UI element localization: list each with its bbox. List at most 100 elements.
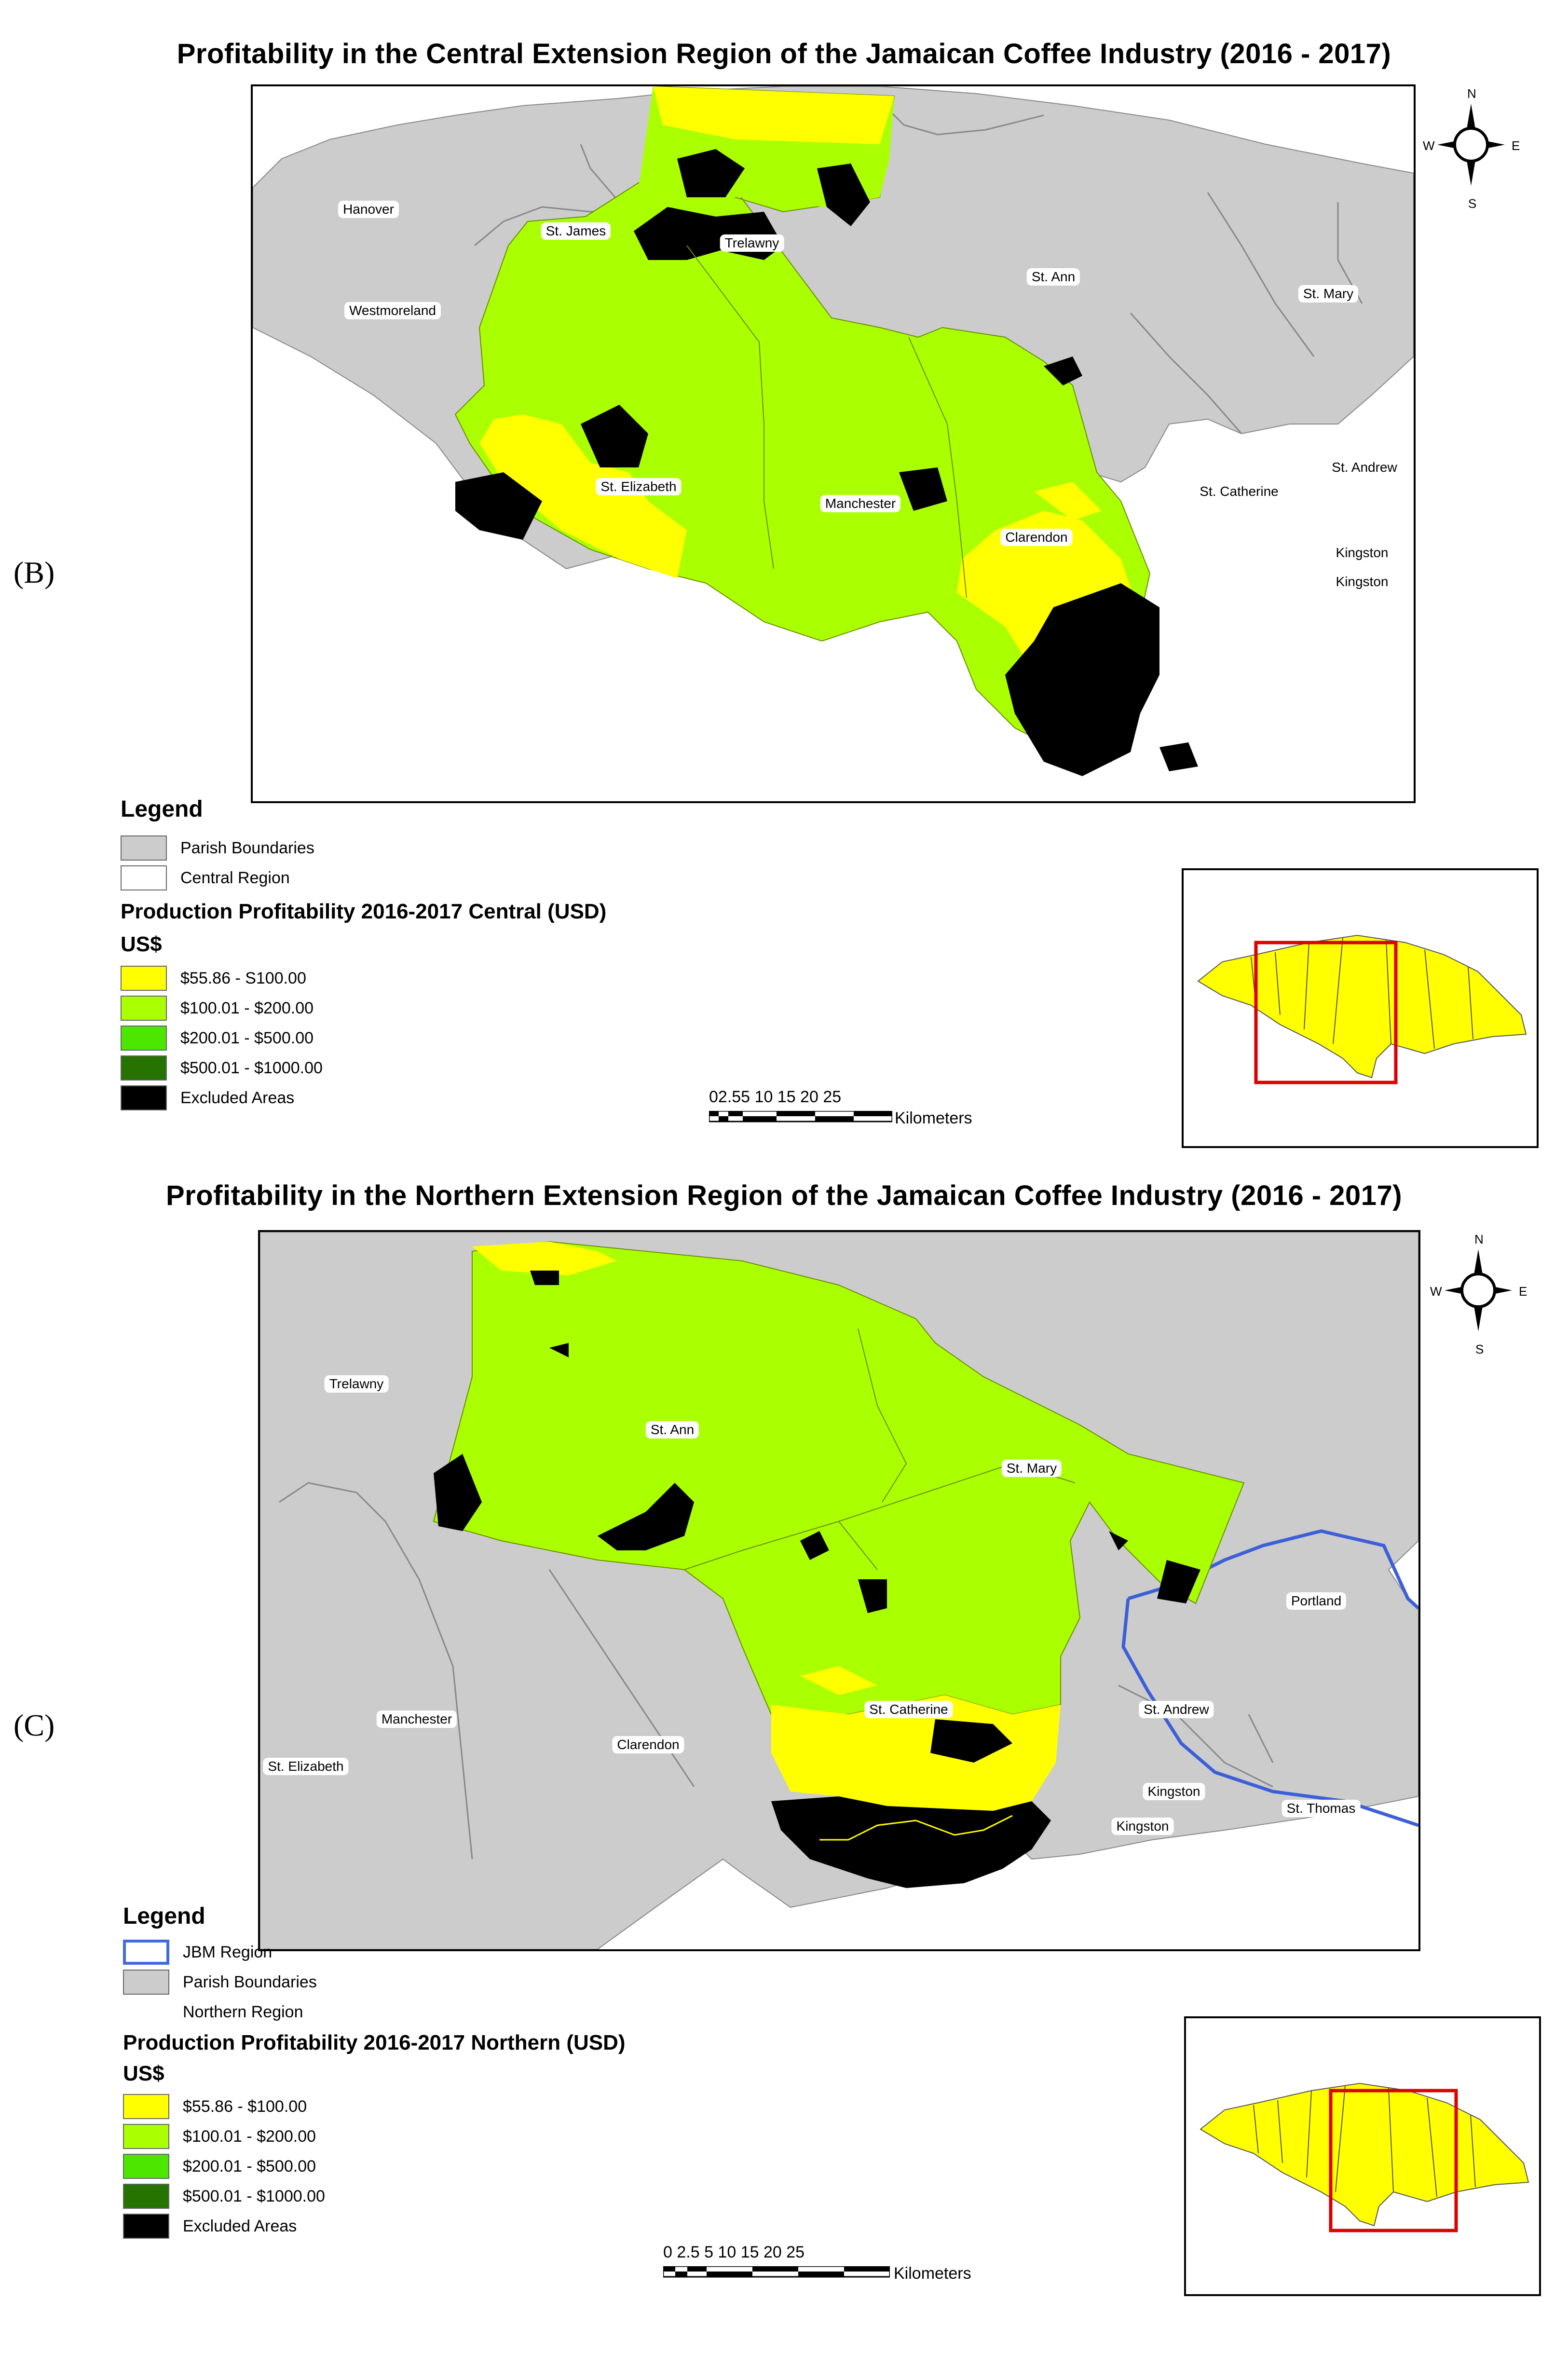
- legend-label: $55.86 - S100.00: [180, 969, 306, 987]
- central-parish-lines: [686, 245, 967, 598]
- legend-item-parish-boundaries: Parish Boundaries: [121, 833, 748, 863]
- swatch-parish: [123, 1970, 169, 1995]
- label-clarendon: Clarendon: [1000, 529, 1073, 546]
- legend-item-parish-boundaries: Parish Boundaries: [123, 1967, 750, 1997]
- legend-section-title: Production Profitability 2016-2017 North…: [123, 2031, 626, 2054]
- legend-label: $100.01 - $200.00: [180, 999, 314, 1017]
- swatch-lime: [123, 2124, 169, 2149]
- panel-b-inset-map: [1182, 868, 1539, 1148]
- panel-b-compass: N S W E: [1423, 86, 1520, 211]
- panel-b-map[interactable]: Hanover St. James Trelawny St. Ann St. M…: [251, 84, 1416, 803]
- swatch-green: [121, 1026, 167, 1051]
- label-st-ann: St. Ann: [1026, 268, 1080, 286]
- inset-jamaica-svg: [1197, 934, 1527, 1084]
- excluded-areas: [455, 149, 1198, 776]
- label-trelawny: Trelawny: [720, 234, 784, 252]
- swatch-parish: [121, 835, 167, 861]
- label-kingston-1: Kingston: [1331, 544, 1393, 561]
- legend-class-4: $500.01 - $1000.00: [121, 1053, 748, 1083]
- label-st-thomas: St. Thomas: [1282, 1800, 1361, 1817]
- label-st-elizabeth: St. Elizabeth: [263, 1758, 349, 1775]
- compass-w: W: [1430, 1284, 1442, 1299]
- label-manchester: Manchester: [376, 1711, 457, 1728]
- legend-label: Northern Region: [183, 2002, 303, 2021]
- legend-title: Legend: [123, 1903, 205, 1929]
- legend-class-1: $55.86 - $100.00: [123, 2092, 750, 2121]
- legend-label: $100.01 - $200.00: [183, 2127, 316, 2146]
- label-st-catherine: St. Catherine: [864, 1701, 953, 1718]
- compass-n: N: [1474, 1232, 1484, 1246]
- legend-label: $200.01 - $500.00: [183, 2157, 316, 2176]
- scalebar-bar: [663, 2266, 890, 2278]
- swatch-yellow: [123, 2094, 169, 2119]
- label-st-james: St. James: [541, 222, 611, 240]
- label-st-mary: St. Mary: [1001, 1460, 1062, 1477]
- legend-class-3: $200.01 - $500.00: [121, 1023, 748, 1053]
- legend-label: Excluded Areas: [180, 1088, 295, 1107]
- swatch-jbm: [123, 1940, 169, 1965]
- panel-c-inset-map: [1184, 2016, 1541, 2296]
- label-clarendon: Clarendon: [612, 1736, 684, 1753]
- swatch-dark-green: [123, 2184, 169, 2209]
- label-kingston-2: Kingston: [1331, 573, 1393, 590]
- swatch-black: [123, 2214, 169, 2239]
- panel-b-label: (B): [14, 555, 55, 589]
- legend-label: Parish Boundaries: [180, 838, 314, 857]
- panel-c-legend: Legend JBM Region Parish Boundaries Nort…: [123, 1903, 750, 2241]
- panel-c-scalebar: 0 2.5 5 10 15 20 25 Kilometers: [663, 2243, 1001, 2291]
- label-st-ann: St. Ann: [645, 1421, 699, 1438]
- panel-c-compass: N S W E: [1430, 1232, 1527, 1356]
- legend-label: $500.01 - $1000.00: [183, 2187, 325, 2205]
- legend-label: $500.01 - $1000.00: [180, 1058, 323, 1077]
- panel-b-scalebar: 02.55 10 15 20 25 Kilometers: [709, 1088, 998, 1131]
- swatch-region: [121, 865, 167, 890]
- compass-n: N: [1467, 86, 1476, 101]
- legend-label: $200.01 - $500.00: [180, 1028, 314, 1047]
- northern-region: [433, 1241, 1245, 1715]
- scalebar-numbers: 02.55 10 15 20 25: [709, 1088, 842, 1106]
- label-st-andrew: St. Andrew: [1327, 459, 1402, 476]
- compass-e: E: [1512, 138, 1520, 153]
- swatch-black: [121, 1085, 167, 1110]
- legend-item-central-region: Central Region: [121, 863, 748, 893]
- swatch-region: [123, 1999, 169, 2025]
- label-st-mary: St. Mary: [1298, 285, 1359, 302]
- legend-title: Legend: [121, 796, 203, 822]
- legend-class-5: Excluded Areas: [123, 2211, 750, 2241]
- yellow-outline: [819, 1815, 1013, 1841]
- scalebar-numbers: 0 2.5 5 10 15 20 25: [663, 2243, 805, 2261]
- compass-w: W: [1423, 138, 1435, 153]
- legend-class-3: $200.01 - $500.00: [123, 2151, 750, 2181]
- scalebar-bar: [709, 1111, 892, 1122]
- legend-class-4: $500.01 - $1000.00: [123, 2181, 750, 2211]
- compass-s: S: [1468, 196, 1477, 211]
- swatch-lime: [121, 996, 167, 1021]
- label-st-elizabeth: St. Elizabeth: [596, 478, 682, 495]
- legend-unit: US$: [121, 932, 162, 956]
- panel-c-label: (C): [14, 1708, 55, 1742]
- label-hanover: Hanover: [338, 201, 399, 218]
- compass-rose-icon: [1437, 104, 1505, 186]
- label-westmoreland: Westmoreland: [344, 302, 441, 319]
- scalebar-unit: Kilometers: [895, 1109, 972, 1127]
- scalebar-unit: Kilometers: [894, 2264, 971, 2283]
- label-trelawny: Trelawny: [324, 1375, 389, 1393]
- legend-item-jbm-region: JBM Region: [123, 1937, 750, 1967]
- legend-label: JBM Region: [183, 1943, 273, 1961]
- swatch-green: [123, 2154, 169, 2179]
- legend-class-2: $100.01 - $200.00: [123, 2121, 750, 2151]
- legend-item-northern-region: Northern Region: [123, 1997, 750, 2027]
- compass-e: E: [1519, 1284, 1527, 1299]
- panel-b-title: Profitability in the Central Extension R…: [177, 38, 1391, 69]
- label-st-catherine: St. Catherine: [1195, 483, 1283, 500]
- legend-label: $55.86 - $100.00: [183, 2097, 307, 2116]
- legend-class-1: $55.86 - S100.00: [121, 963, 748, 993]
- label-kingston-1: Kingston: [1143, 1783, 1205, 1800]
- panel-b-legend: Legend Parish Boundaries Central Region …: [121, 796, 748, 1113]
- panel-c-map[interactable]: Trelawny St. Ann St. Mary Portland St. A…: [258, 1230, 1420, 1951]
- compass-rose-icon: [1445, 1249, 1512, 1331]
- compass-s: S: [1475, 1342, 1484, 1356]
- label-kingston-2: Kingston: [1111, 1818, 1174, 1835]
- swatch-yellow: [121, 966, 167, 991]
- legend-section-title: Production Profitability 2016-2017 Centr…: [121, 900, 607, 923]
